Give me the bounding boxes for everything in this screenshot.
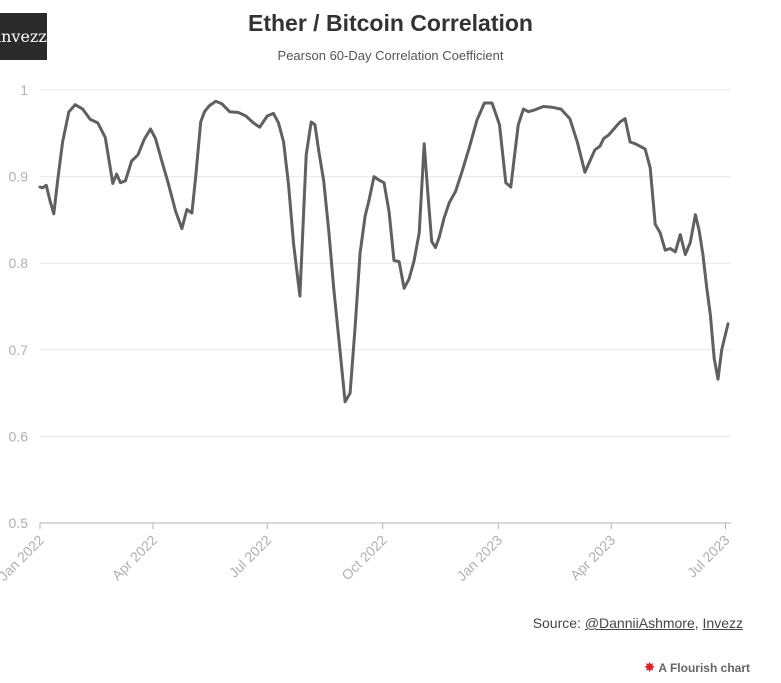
x-tick-label: Oct 2022 [338, 532, 390, 584]
y-tick-label: 1 [20, 82, 28, 98]
y-tick-label: 0.7 [9, 342, 29, 358]
x-tick-label: Apr 2023 [567, 532, 619, 584]
x-tick-label: Jul 2022 [226, 532, 275, 581]
source-credit: Source: @DanniiAshmore, Invezz [533, 615, 743, 631]
source-org-link[interactable]: Invezz [702, 615, 743, 631]
source-author-link[interactable]: @DanniiAshmore [584, 615, 695, 631]
chart-title: Ether / Bitcoin Correlation [248, 10, 533, 36]
x-tick-label: Jul 2023 [684, 532, 733, 581]
y-tick-label: 0.8 [9, 255, 29, 271]
x-tick-label: Jan 2022 [0, 532, 47, 584]
y-axis-ticks: 0.5 0.6 0.7 0.8 0.9 1 [9, 82, 29, 531]
y-tick-label: 0.5 [9, 515, 29, 531]
correlation-series-line [38, 99, 730, 404]
source-separator: , [694, 615, 703, 631]
flourish-logo-icon: ✸ [643, 659, 656, 675]
gridlines [40, 89, 731, 524]
x-axis-ticks: Jan 2022 Apr 2022 Jul 2022 Oct 2022 Jan 2023… [0, 523, 733, 584]
y-tick-label: 0.9 [9, 169, 29, 185]
flourish-label: A Flourish chart [658, 661, 750, 675]
x-tick-label: Apr 2022 [109, 532, 161, 584]
y-tick-label: 0.6 [9, 428, 29, 444]
source-prefix: Source: [532, 615, 585, 631]
flourish-credit-link[interactable]: ✸ A Flourish chart [644, 659, 750, 676]
invezz-logo[interactable]: invezz [0, 13, 47, 60]
chart-subtitle: Pearson 60-Day Correlation Coefficient [277, 48, 504, 63]
x-tick-label: Jan 2023 [453, 532, 505, 584]
